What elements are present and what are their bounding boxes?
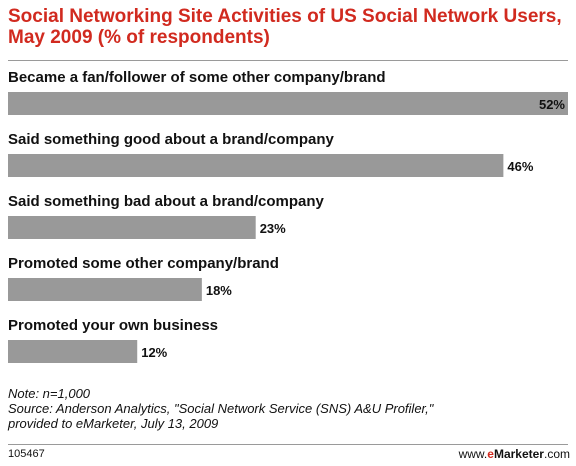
bar [8,154,504,177]
category-label: Said something bad about a brand/company [8,193,325,210]
category-label: Promoted some other company/brand [8,255,279,272]
category-label: Said something good about a brand/compan… [8,131,335,148]
value-label: 46% [507,159,533,174]
value-label: 23% [260,221,286,236]
top-divider [8,60,568,61]
source-line-2: provided to eMarketer, July 13, 2009 [8,416,219,431]
value-label: 18% [206,283,232,298]
category-label: Promoted your own business [8,317,218,334]
emarketer-logo: www.eMarketer.com [459,447,570,461]
category-label: Became a fan/follower of some other comp… [8,69,386,86]
value-label: 12% [141,345,167,360]
chart-notes: Note: n=1,000 Source: Anderson Analytics… [8,386,568,431]
bottom-divider [8,444,568,445]
bar [8,216,256,239]
sample-size-note: Note: n=1,000 [8,386,91,401]
bar [8,340,138,363]
chart-title: Social Networking Site Activities of US … [8,6,562,48]
bar [8,92,568,115]
value-label: 52% [539,97,565,112]
bar [8,278,202,301]
bar-chart: Became a fan/follower of some other comp… [8,69,568,363]
brand-prefix: www. [458,447,488,461]
source-line-1: Source: Anderson Analytics, "Social Netw… [8,401,434,416]
brand-name: Marketer [493,447,544,461]
brand-e: e [487,447,494,461]
brand-suffix: .com [543,447,570,461]
chart-id: 105467 [8,448,45,460]
